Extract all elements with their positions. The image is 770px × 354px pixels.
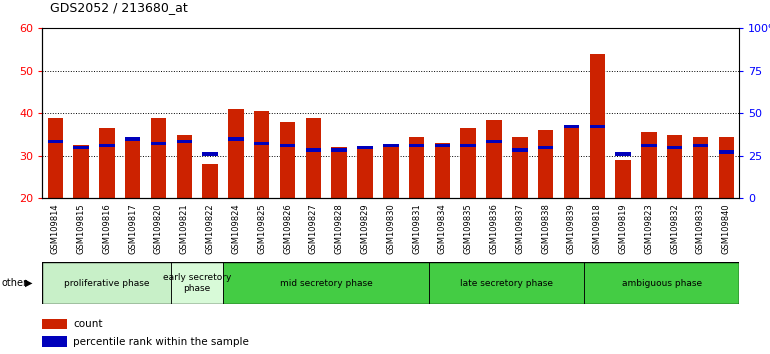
Bar xyxy=(641,132,657,198)
Text: GSM109824: GSM109824 xyxy=(232,203,240,254)
Bar xyxy=(584,262,739,304)
Bar xyxy=(99,128,115,198)
Text: GSM109828: GSM109828 xyxy=(335,203,343,254)
Text: GSM109831: GSM109831 xyxy=(412,203,421,254)
Text: ▶: ▶ xyxy=(25,278,32,288)
Bar xyxy=(203,152,218,156)
Bar xyxy=(203,164,218,198)
Bar xyxy=(151,118,166,198)
Bar xyxy=(48,118,63,198)
Bar xyxy=(641,144,657,147)
Text: GSM109815: GSM109815 xyxy=(76,203,85,254)
Bar xyxy=(73,145,89,198)
Text: count: count xyxy=(73,319,102,329)
Text: GSM109833: GSM109833 xyxy=(696,203,705,254)
Bar xyxy=(125,137,140,141)
Bar xyxy=(42,262,172,304)
Bar xyxy=(254,142,270,145)
Bar xyxy=(306,148,321,152)
Text: GSM109820: GSM109820 xyxy=(154,203,163,254)
Text: GSM109816: GSM109816 xyxy=(102,203,112,254)
Bar xyxy=(718,150,734,154)
Bar xyxy=(280,122,295,198)
Bar xyxy=(430,262,584,304)
Text: GSM109823: GSM109823 xyxy=(644,203,654,254)
Text: GSM109836: GSM109836 xyxy=(490,203,498,254)
Bar xyxy=(42,336,67,347)
Text: ambiguous phase: ambiguous phase xyxy=(621,279,701,288)
Bar xyxy=(718,137,734,198)
Bar xyxy=(434,143,450,198)
Text: late secretory phase: late secretory phase xyxy=(460,279,554,288)
Bar xyxy=(615,152,631,156)
Bar xyxy=(254,111,270,198)
Text: percentile rank within the sample: percentile rank within the sample xyxy=(73,337,249,347)
Bar xyxy=(538,146,554,149)
Bar xyxy=(564,125,579,128)
Bar xyxy=(590,125,605,128)
Text: mid secretory phase: mid secretory phase xyxy=(280,279,373,288)
Text: GSM109822: GSM109822 xyxy=(206,203,215,254)
Bar xyxy=(357,147,373,198)
Bar xyxy=(172,262,223,304)
Bar xyxy=(487,139,502,143)
Bar xyxy=(357,146,373,149)
Bar xyxy=(151,142,166,145)
Bar xyxy=(176,139,192,143)
Bar xyxy=(487,120,502,198)
Text: GSM109817: GSM109817 xyxy=(128,203,137,254)
Bar xyxy=(48,139,63,143)
Text: GSM109818: GSM109818 xyxy=(593,203,601,254)
Text: GSM109825: GSM109825 xyxy=(257,203,266,254)
Text: GSM109830: GSM109830 xyxy=(387,203,395,254)
Bar xyxy=(383,144,399,147)
Text: other: other xyxy=(2,278,28,288)
Bar xyxy=(176,135,192,198)
Text: GSM109837: GSM109837 xyxy=(515,203,524,254)
Bar xyxy=(512,137,527,198)
Bar xyxy=(125,137,140,198)
Text: GSM109819: GSM109819 xyxy=(618,203,628,254)
Bar xyxy=(434,144,450,147)
Bar xyxy=(280,144,295,147)
Text: GSM109840: GSM109840 xyxy=(721,203,731,254)
Bar xyxy=(564,128,579,198)
Bar xyxy=(73,146,89,149)
Bar xyxy=(331,148,347,152)
Text: GSM109826: GSM109826 xyxy=(283,203,292,254)
Bar xyxy=(538,130,554,198)
Bar xyxy=(99,144,115,147)
Bar xyxy=(590,54,605,198)
Text: GSM109832: GSM109832 xyxy=(670,203,679,254)
Bar xyxy=(331,147,347,198)
Text: GSM109827: GSM109827 xyxy=(309,203,318,254)
Bar xyxy=(42,319,67,329)
Bar xyxy=(667,146,682,149)
Text: GSM109838: GSM109838 xyxy=(541,203,550,254)
Bar xyxy=(693,144,708,147)
Text: GSM109839: GSM109839 xyxy=(567,203,576,254)
Bar xyxy=(306,118,321,198)
Text: GSM109835: GSM109835 xyxy=(464,203,473,254)
Text: GSM109829: GSM109829 xyxy=(360,203,370,254)
Bar xyxy=(228,137,243,141)
Text: early secretory
phase: early secretory phase xyxy=(163,274,232,293)
Bar xyxy=(383,147,399,198)
Bar xyxy=(667,135,682,198)
Bar xyxy=(228,109,243,198)
Bar xyxy=(223,262,430,304)
Text: proliferative phase: proliferative phase xyxy=(64,279,149,288)
Bar xyxy=(460,144,476,147)
Bar xyxy=(409,137,424,198)
Text: GSM109834: GSM109834 xyxy=(438,203,447,254)
Bar xyxy=(409,144,424,147)
Text: GSM109814: GSM109814 xyxy=(51,203,60,254)
Bar xyxy=(693,137,708,198)
Bar xyxy=(512,148,527,152)
Bar xyxy=(460,128,476,198)
Text: GDS2052 / 213680_at: GDS2052 / 213680_at xyxy=(50,1,188,14)
Bar xyxy=(615,160,631,198)
Text: GSM109821: GSM109821 xyxy=(180,203,189,254)
